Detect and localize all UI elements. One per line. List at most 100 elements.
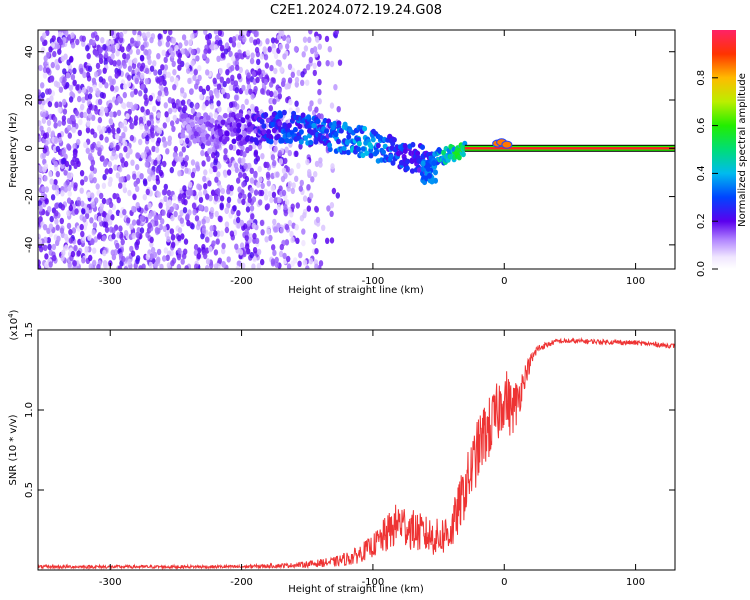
spectrogram-point [98,76,104,83]
spectrogram-point [217,257,222,264]
spectrogram-point [139,54,145,62]
spectrogram-point [158,83,163,91]
spectrogram-point [127,258,132,266]
spectrogram-point [200,149,205,157]
spectrogram-point [195,165,201,172]
spectrogram-point [81,96,86,104]
spectrogram-point [143,179,148,187]
spectrogram-point [246,72,251,79]
spectrogram-point [63,233,69,241]
spectrogram-point [191,202,197,209]
spectrogram-point [128,101,134,109]
spectrogram-point [285,166,290,173]
spectrogram-point [215,151,220,158]
spectrogram-point [80,179,85,186]
spectrogram-point [214,210,219,218]
spectrogram-point [71,227,77,234]
spectrogram-point [109,111,114,118]
spectrogram-point [231,36,237,43]
spectrogram-point [313,232,318,240]
spectrogram-ridge-point [205,115,211,121]
spectrogram-point [145,253,150,260]
spectrogram-point [102,44,107,51]
spectrogram-point [148,261,153,269]
spectrogram-point [97,68,102,76]
spectrogram-point [102,249,107,257]
spectrogram-ridge-point [300,112,306,118]
spectrogram-x-tick-label: 100 [626,276,645,287]
spectrogram-y-label: Frequency (Hz) [8,112,19,188]
spectrogram-point [147,155,152,163]
spectrogram-point [135,164,140,171]
spectrogram-point [268,105,273,112]
spectrogram-ridge-point [180,132,186,139]
spectrogram-point [79,223,84,231]
spectrogram-point [40,92,45,99]
spectrogram-point [164,89,169,97]
spectrogram-point [104,51,109,59]
spectrogram-point [173,145,178,153]
spectrogram-point [156,53,161,60]
spectrogram-point [297,260,302,267]
spectrogram-point [105,198,111,205]
spectrogram-point [140,83,145,91]
spectrogram-point [278,250,284,258]
spectrogram-point [185,213,190,220]
spectrogram-point [76,200,82,207]
spectrogram-point [211,146,216,153]
spectrogram-point [234,243,239,250]
spectrogram-point [273,226,278,233]
spectrogram-point [253,189,259,196]
spectrogram-point [276,222,281,229]
spectrogram-point [135,255,141,262]
spectrogram-point [219,195,225,202]
spectrogram-point [167,199,172,207]
spectrogram-point [190,171,196,179]
spectrogram-point [123,160,129,168]
spectrogram-point [242,223,248,230]
spectrogram-point [294,224,299,231]
chart-title: C2E1.2024.072.19.24.G08 [270,3,442,18]
spectrogram-point [319,113,324,120]
spectrogram-point [50,131,55,139]
spectrogram-point [317,43,322,50]
spectrogram-point [133,88,138,95]
spectrogram-point [66,143,71,150]
spectrogram-point [54,58,59,66]
spectrogram-point [200,233,205,240]
spectrogram-point [53,160,58,168]
spectrogram-point [46,237,51,244]
spectrogram-point [98,53,104,60]
spectrogram-point [87,234,92,241]
spectrogram-ridge-point [374,149,380,155]
spectrogram-ridge-point [388,153,394,160]
spectrogram-point [226,202,231,209]
spectrogram-point [194,215,200,222]
spectrogram-point [230,64,235,72]
spectrogram-point [196,183,201,190]
spectrogram-point [246,83,252,91]
spectrogram-point [248,144,253,152]
spectrogram-point [230,74,235,82]
spectrogram-point [228,84,234,92]
spectrogram-point [282,252,287,260]
spectrogram-point [98,46,103,54]
spectrogram-point [171,160,177,167]
spectrogram-point [290,187,295,195]
spectrogram-point [111,78,116,85]
spectrogram-point [260,88,265,95]
spectrogram-point [104,221,109,228]
spectrogram-point [303,45,309,52]
spectrogram-point [201,53,207,60]
spectrogram-point [172,114,177,122]
spectrogram-point [318,157,323,164]
spectrogram-point [115,43,120,50]
spectrogram-point [272,159,277,167]
spectrogram-point [282,53,287,60]
spectrogram-point [206,39,212,46]
spectrogram-point [170,214,175,222]
spectrogram-point [178,137,184,145]
spectrogram-point [177,247,182,255]
spectrogram-point [271,47,277,55]
spectrogram-point [111,233,116,240]
